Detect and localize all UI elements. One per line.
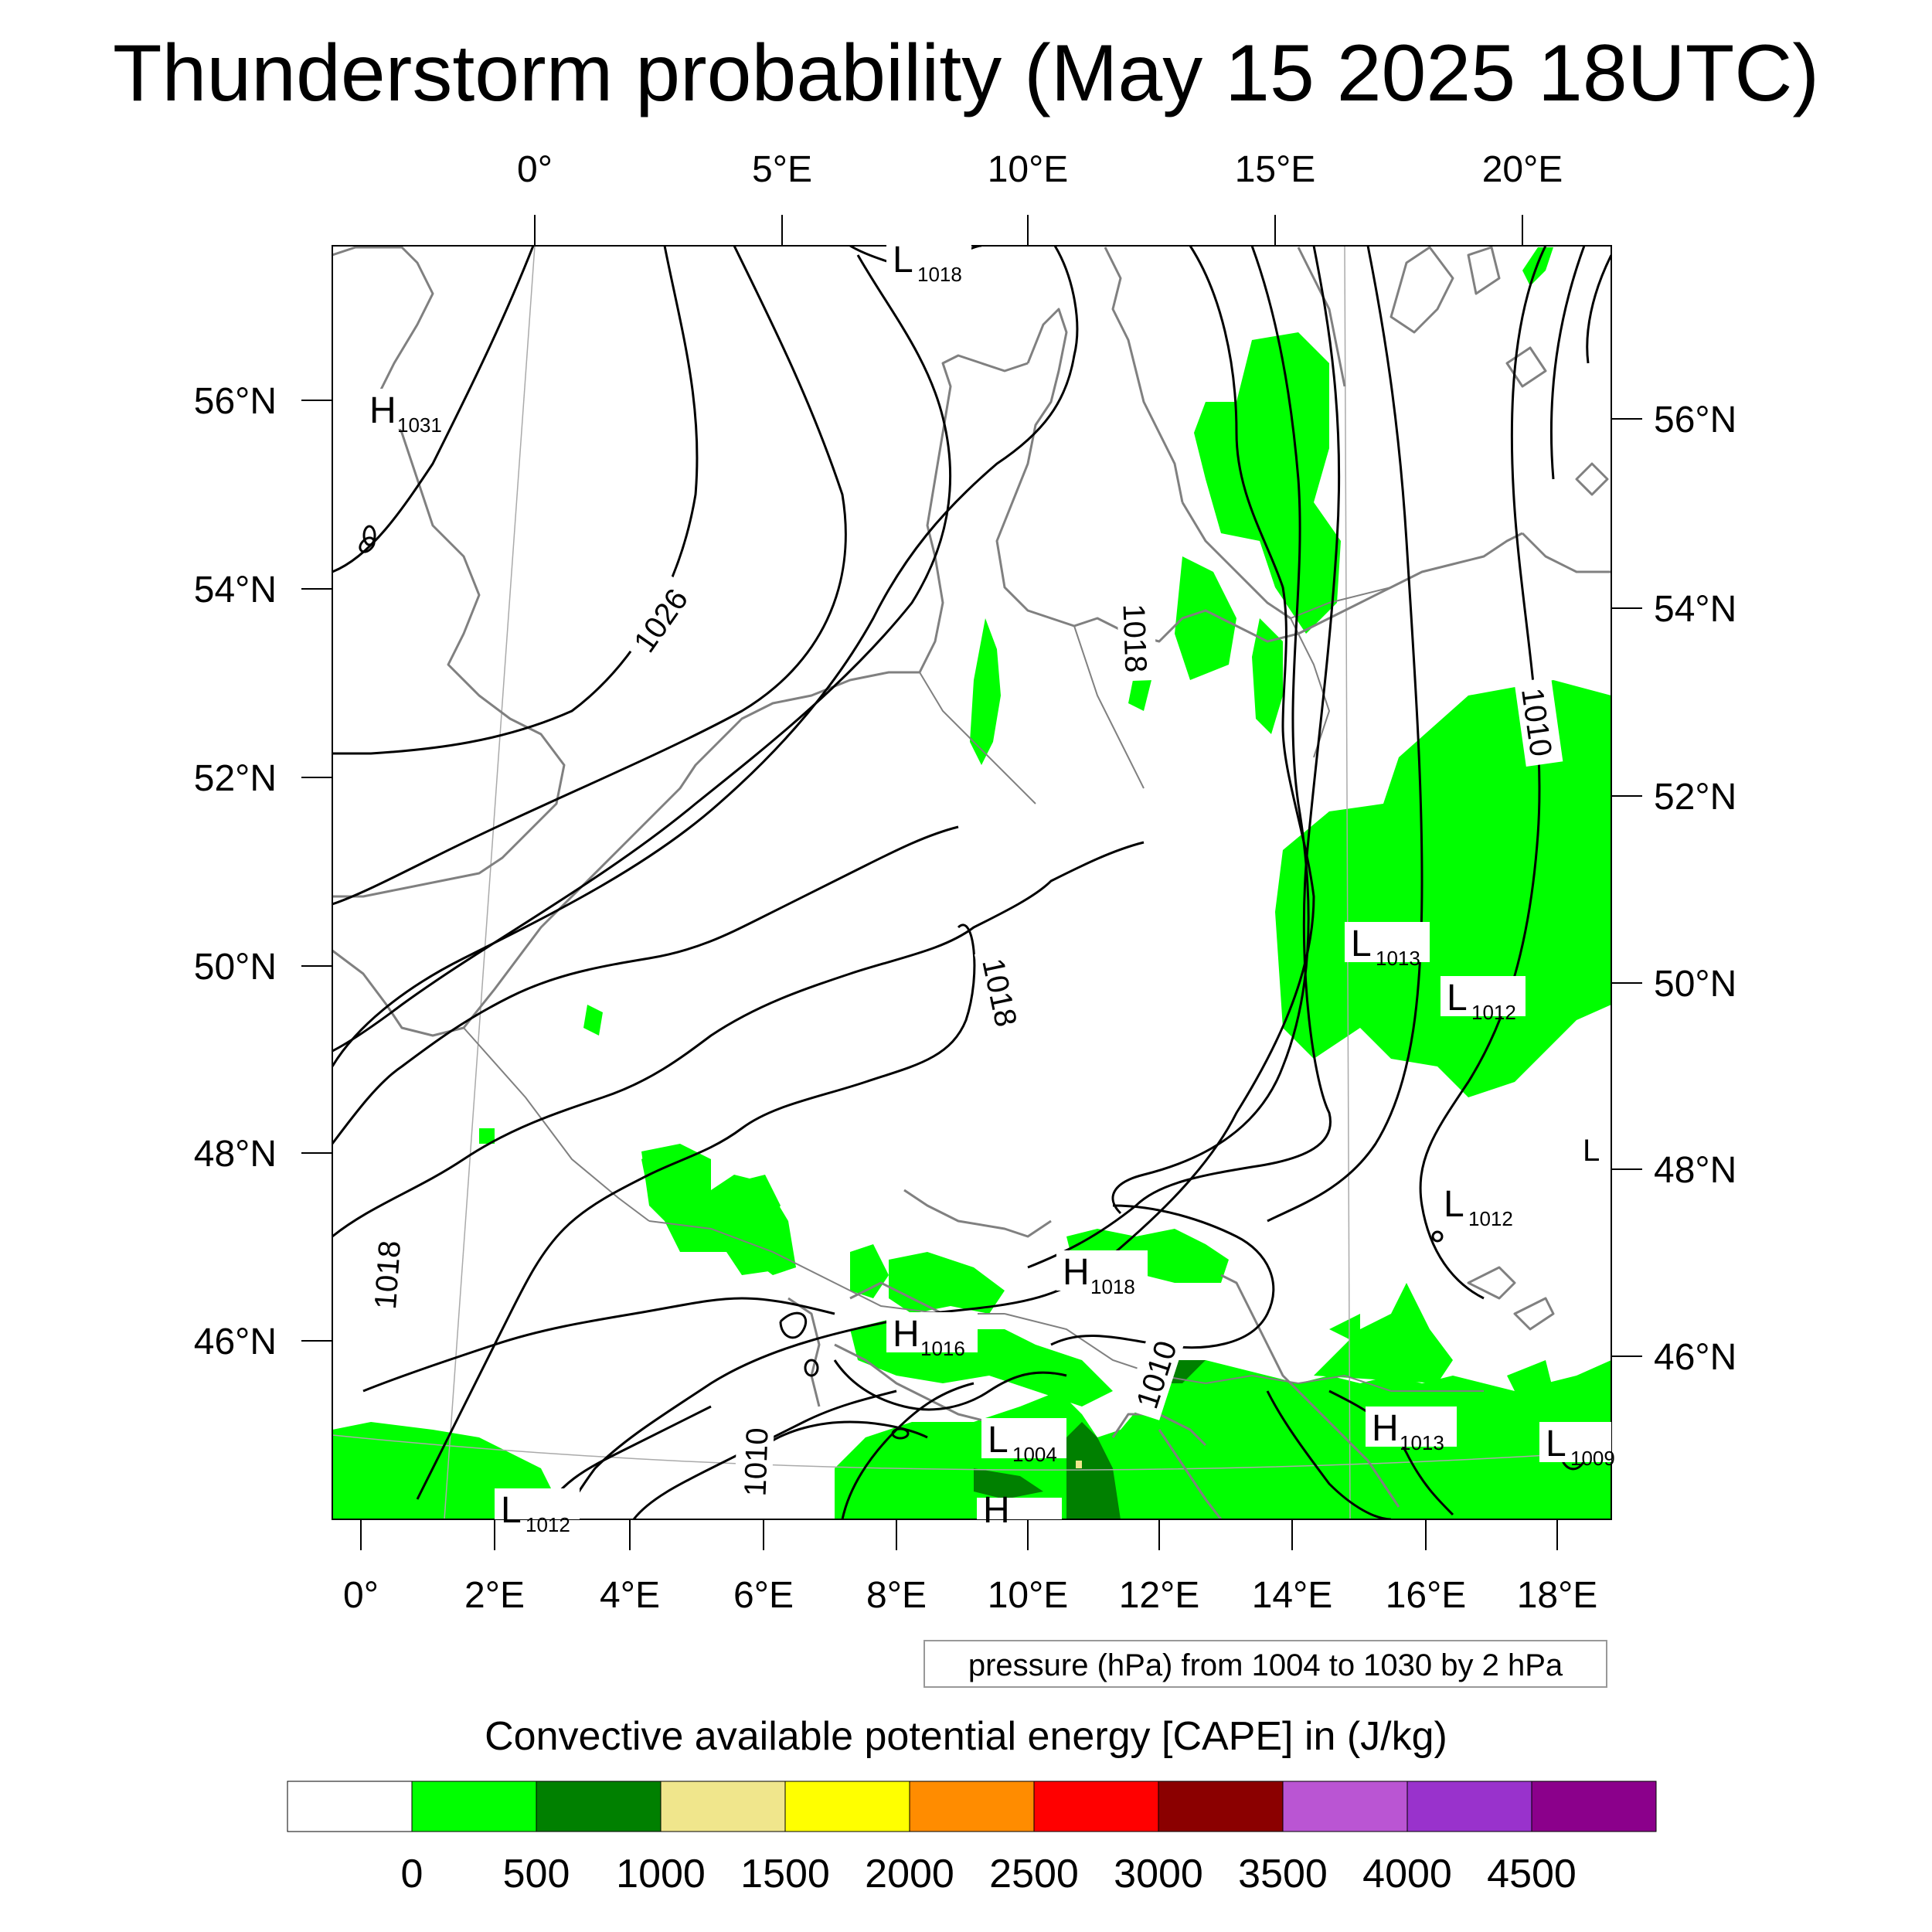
colorbar-swatch [411, 1781, 537, 1832]
center-kind: L [501, 1490, 522, 1531]
lon-label-top: 15°E [1235, 149, 1316, 190]
coastlines [332, 246, 1611, 1519]
colorbar-swatch [287, 1781, 413, 1832]
lon-label-bottom: 6°E [733, 1575, 794, 1616]
colorbar-tick-label: 1000 [616, 1852, 706, 1896]
colorbar-swatch [909, 1781, 1035, 1832]
colorbar-tick-label: 4000 [1362, 1852, 1452, 1896]
lon-label-top: 20°E [1482, 149, 1563, 190]
isobar-labels: 1026 1018 1018 1010 1018 1010 [364, 573, 1563, 1505]
colorbar-tick-label: 4500 [1487, 1852, 1577, 1896]
colorbar-swatch [1531, 1781, 1657, 1832]
colorbar-tick-label: 2500 [989, 1852, 1079, 1896]
lat-label-left: 54°N [194, 570, 277, 611]
right-latitude-labels: 56°N 54°N 52°N 50°N 48°N 46°N [1654, 400, 1736, 1378]
graticule [332, 246, 1611, 1519]
lon-label-top: 0° [517, 149, 553, 190]
colorbar-swatch [1033, 1781, 1159, 1832]
lon-label-top: 5°E [752, 149, 812, 190]
lon-label-bottom: 10°E [988, 1575, 1069, 1616]
colorbar-tick-label: 1500 [740, 1852, 830, 1896]
center-value: 1004 [1012, 1443, 1057, 1466]
center-value: 1018 [1090, 1275, 1135, 1298]
lon-label-bottom: 4°E [600, 1575, 660, 1616]
lat-label-left: 50°N [194, 947, 277, 988]
lat-label-right: 52°N [1654, 777, 1736, 818]
center-value: 1009 [1570, 1447, 1615, 1470]
lon-label-bottom: 18°E [1517, 1575, 1598, 1616]
center-value: 1012 [1471, 1001, 1516, 1024]
lat-label-left: 48°N [194, 1134, 277, 1175]
center-kind: H [983, 1490, 1010, 1531]
pressure-centers: L 1018 H 1031 L 1013 L 1012 L 1012 [363, 238, 1615, 1536]
lon-label-bottom: 2°E [464, 1575, 525, 1616]
isobar-small-rings [362, 525, 1444, 1440]
bottom-longitude-labels: 0° 2°E 4°E 6°E 8°E 10°E 12°E 14°E 16°E 1… [343, 1575, 1597, 1616]
isobar-label: 1018 [1116, 604, 1152, 673]
lat-label-right: 46°N [1654, 1337, 1736, 1378]
colorbar-title: Convective available potential energy [C… [485, 1714, 1447, 1759]
center-value: 1013 [1376, 947, 1420, 970]
colorbar-tick-label: 3000 [1114, 1852, 1203, 1896]
lat-label-right: 50°N [1654, 964, 1736, 1005]
colorbar-tick-label: 0 [401, 1852, 423, 1896]
lon-label-bottom: 12°E [1119, 1575, 1200, 1616]
lon-label-top: 10°E [988, 149, 1069, 190]
colorbar-swatch [1282, 1781, 1408, 1832]
colorbar-swatch [784, 1781, 910, 1832]
colorbar-swatch [1158, 1781, 1284, 1832]
cape-area-po-adriatic [835, 1283, 1611, 1519]
colorbar-tick-label: 500 [503, 1852, 570, 1896]
colorbar-swatch [1406, 1781, 1532, 1832]
colorbar-swatch [660, 1781, 786, 1832]
lon-label-bottom: 0° [343, 1575, 379, 1616]
map-border [332, 245, 1612, 1520]
isobars [332, 246, 1611, 1519]
center-kind: H [369, 390, 396, 431]
center-value: 1018 [917, 263, 962, 286]
center-kind: L [893, 240, 913, 281]
cape-colorbar [287, 1781, 1657, 1832]
center-value: 1016 [920, 1337, 965, 1360]
top-longitude-labels: 0° 5°E 10°E 15°E 20°E [517, 149, 1563, 190]
center-kind: H [1063, 1252, 1090, 1293]
isobar-label: 1010 [738, 1427, 774, 1497]
center-kind: L [1444, 1184, 1464, 1225]
center-value: 1012 [1468, 1207, 1513, 1230]
center-value: 1031 [397, 413, 442, 437]
center-kind: L [1583, 1134, 1600, 1168]
center-kind: L [1546, 1423, 1566, 1464]
lat-label-left: 56°N [194, 381, 277, 422]
isobar-label: 1018 [369, 1240, 407, 1311]
colorbar-swatch [536, 1781, 662, 1832]
cape-colorbar-labels: 0 500 1000 1500 2000 2500 3000 3500 4000 4500 [401, 1852, 1577, 1896]
lat-label-right: 48°N [1654, 1150, 1736, 1191]
colorbar-tick-label: 2000 [865, 1852, 954, 1896]
lon-label-bottom: 14°E [1252, 1575, 1333, 1616]
lat-label-right: 54°N [1654, 589, 1736, 630]
center-kind: H [893, 1314, 920, 1355]
center-kind: L [988, 1420, 1009, 1461]
center-kind: L [1351, 923, 1372, 964]
lon-label-bottom: 8°E [866, 1575, 927, 1616]
lat-label-right: 56°N [1654, 400, 1736, 440]
lat-label-left: 46°N [194, 1321, 277, 1362]
center-value: 1012 [526, 1513, 570, 1536]
cape-area-khaki [1076, 1461, 1082, 1468]
lon-label-bottom: 16°E [1386, 1575, 1467, 1616]
center-kind: L [1447, 978, 1468, 1019]
lat-label-left: 52°N [194, 758, 277, 799]
axis-ticks [301, 215, 1642, 1550]
left-latitude-labels: 56°N 54°N 52°N 50°N 48°N 46°N [194, 381, 277, 1362]
colorbar-tick-label: 3500 [1238, 1852, 1328, 1896]
pressure-contour-note: pressure (hPa) from 1004 to 1030 by 2 hP… [923, 1640, 1607, 1688]
figure-title: Thunderstorm probability (May 15 2025 18… [112, 29, 1820, 118]
center-value: 1013 [1400, 1431, 1444, 1454]
center-kind: H [1372, 1408, 1399, 1449]
